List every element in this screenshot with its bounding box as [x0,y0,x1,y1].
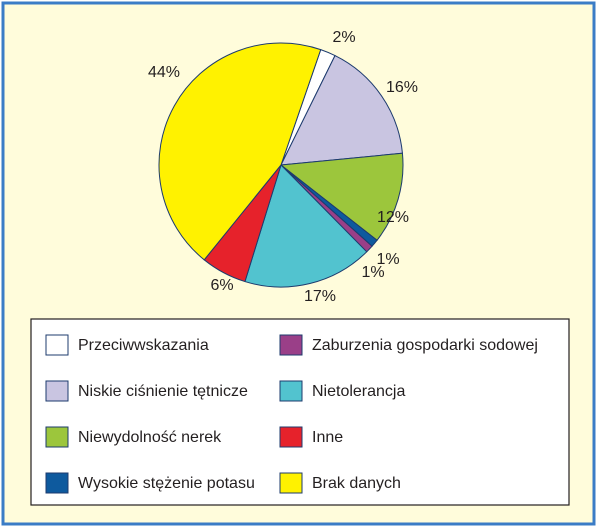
legend-swatch [45,334,69,356]
data-label: 44% [148,64,180,81]
legend-swatch [279,426,303,448]
legend-label: Niewydolność nerek [78,429,222,446]
data-label: 17% [304,288,336,305]
legend-swatch [279,380,303,402]
data-label: 1% [361,264,384,281]
legend-label: Inne [312,429,343,446]
legend-label: Zaburzenia gospodarki sodowej [312,337,538,354]
legend-swatch [279,334,303,356]
data-label: 16% [386,79,418,96]
data-label: 12% [377,209,409,226]
legend-label: Wysokie stężenie potasu [78,475,255,492]
pie-slice [280,54,403,166]
legend-label: Przeciwwskazania [78,337,209,354]
data-label: 1% [376,251,399,268]
pie-slice [158,42,322,261]
legend-swatch [45,426,69,448]
legend-swatch [45,472,69,494]
legend-label: Nietolerancja [312,383,405,400]
data-label: 6% [210,277,233,294]
legend-swatch [279,472,303,494]
pie-slice [279,152,404,241]
data-label: 2% [332,29,355,46]
pie-slice [244,164,368,288]
legend-label: Brak danych [312,475,401,492]
legend-swatch [45,380,69,402]
legend-label: Niskie ciśnienie tętnicze [78,383,248,400]
